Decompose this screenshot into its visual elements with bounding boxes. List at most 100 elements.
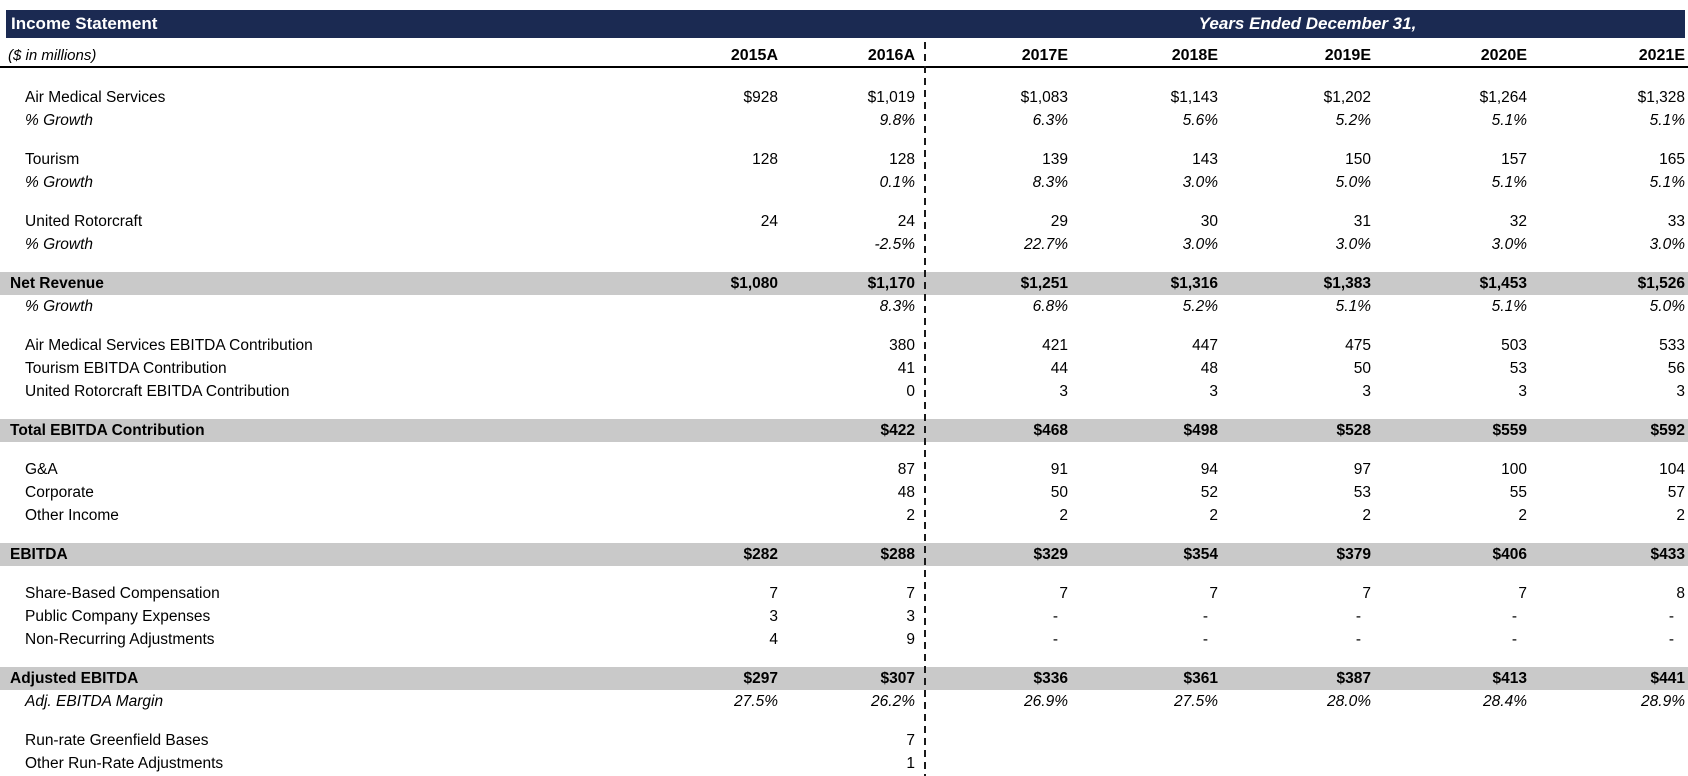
row-label: Other Income — [25, 507, 119, 524]
table-row: Other Income 2 2 2 2 2 2 — [0, 504, 1688, 527]
value-cell: 7 — [906, 732, 915, 749]
value-cell: $433 — [1650, 546, 1685, 563]
value-cell: $1,143 — [1170, 89, 1218, 106]
value-cell: 24 — [897, 213, 915, 230]
table-row: EBITDA $282 $288 $329 $354 $379 $406 $433 — [0, 543, 1688, 566]
table-row: % Growth 0.1% 8.3% 3.0% 5.0% 5.1% 5.1% — [0, 171, 1688, 194]
table-row: Corporate 48 50 52 53 55 57 — [0, 481, 1688, 504]
value-cell — [1375, 729, 1531, 752]
value-cell — [643, 334, 782, 357]
value-cell: 5.1% — [1491, 112, 1527, 129]
value-cell: 22.7% — [1024, 236, 1068, 253]
value-cell: 32 — [1509, 213, 1527, 230]
value-cell: 8.3% — [879, 298, 915, 315]
column-header-row: ($ in millions) 2015A 2016A 2017E 2018E … — [0, 44, 1688, 68]
table-row: Air Medical Services $928 $1,019 $1,083 $1,1… — [0, 86, 1688, 109]
value-cell: 104 — [1659, 461, 1685, 478]
period-title: Years Ended December 31, — [1198, 14, 1417, 33]
value-cell — [643, 357, 782, 380]
value-cell: 3 — [1362, 383, 1371, 400]
value-cell: 2 — [1059, 507, 1068, 524]
row-label: Air Medical Services — [25, 89, 166, 106]
table-row: % Growth 9.8% 6.3% 5.6% 5.2% 5.1% 5.1% — [0, 109, 1688, 132]
row-label: % Growth — [25, 112, 94, 129]
value-cell: $422 — [880, 422, 915, 439]
value-cell: 7 — [1518, 585, 1527, 602]
value-cell: 3.0% — [1649, 236, 1685, 253]
value-cell: 2 — [1676, 507, 1685, 524]
value-cell: 5.1% — [1491, 298, 1527, 315]
value-cell: 128 — [752, 151, 778, 168]
value-cell: 7 — [1209, 585, 1218, 602]
value-cell: - — [1668, 631, 1674, 648]
row-label: Corporate — [25, 484, 94, 501]
value-cell: 380 — [889, 337, 915, 354]
value-cell: 7 — [769, 585, 778, 602]
units-label: ($ in millions) — [8, 47, 97, 64]
value-cell: $288 — [880, 546, 915, 563]
row-label: % Growth — [25, 174, 94, 191]
value-cell — [643, 458, 782, 481]
value-cell: 5.1% — [1649, 174, 1685, 191]
value-cell: 3 — [1676, 383, 1685, 400]
value-cell: - — [1511, 631, 1517, 648]
value-cell: 26.9% — [1024, 693, 1068, 710]
value-cell: $528 — [1336, 422, 1371, 439]
value-cell: 48 — [897, 484, 915, 501]
value-cell: 44 — [1050, 360, 1068, 377]
row-label: G&A — [25, 461, 58, 478]
value-cell: $1,170 — [867, 275, 915, 292]
row-label: Total EBITDA Contribution — [10, 422, 205, 439]
row-label: Share-Based Compensation — [25, 585, 220, 602]
value-cell: 3 — [1518, 383, 1527, 400]
value-cell: $592 — [1650, 422, 1685, 439]
row-label: % Growth — [25, 298, 94, 315]
value-cell: 41 — [897, 360, 915, 377]
column-header-2021e: 2021E — [1638, 47, 1685, 64]
value-cell: 475 — [1345, 337, 1371, 354]
row-label: Tourism — [25, 151, 80, 168]
value-cell: 53 — [1353, 484, 1371, 501]
column-header-2020e: 2020E — [1480, 47, 1527, 64]
column-header-2015a: 2015A — [730, 47, 778, 64]
table-row: % Growth 8.3% 6.8% 5.2% 5.1% 5.1% 5.0% — [0, 295, 1688, 318]
value-cell: 0 — [906, 383, 915, 400]
row-label: United Rotorcraft EBITDA Contribution — [25, 383, 290, 400]
value-cell: $1,453 — [1479, 275, 1527, 292]
value-cell — [643, 109, 782, 132]
row-label: Net Revenue — [10, 275, 104, 292]
column-header-2018e: 2018E — [1171, 47, 1218, 64]
value-cell: 30 — [1200, 213, 1218, 230]
table-row: United Rotorcraft EBITDA Contribution 0 3 3… — [0, 380, 1688, 403]
value-cell: $1,328 — [1637, 89, 1685, 106]
value-cell — [1375, 752, 1531, 775]
value-cell: 139 — [1042, 151, 1068, 168]
value-cell: 6.3% — [1032, 112, 1068, 129]
value-cell: $1,383 — [1323, 275, 1371, 292]
value-cell — [643, 504, 782, 527]
value-cell: 0.1% — [879, 174, 915, 191]
value-cell: $1,080 — [730, 275, 778, 292]
value-cell: 5.0% — [1335, 174, 1371, 191]
row-label: Tourism EBITDA Contribution — [25, 360, 227, 377]
value-cell: - — [1052, 631, 1058, 648]
value-cell: $1,264 — [1479, 89, 1527, 106]
table-row: % Growth -2.5% 22.7% 3.0% 3.0% 3.0% 3.0% — [0, 233, 1688, 256]
value-cell: 7 — [1362, 585, 1371, 602]
value-cell — [643, 380, 782, 403]
value-cell: - — [1202, 631, 1208, 648]
table-row: Total EBITDA Contribution $422 $468 $498 $52… — [0, 419, 1688, 442]
row-label: Non-Recurring Adjustments — [25, 631, 215, 648]
value-cell: 8.3% — [1032, 174, 1068, 191]
value-cell: 143 — [1192, 151, 1218, 168]
value-cell: 3.0% — [1182, 236, 1218, 253]
value-cell: 50 — [1353, 360, 1371, 377]
value-cell: 53 — [1509, 360, 1527, 377]
value-cell: 3 — [1209, 383, 1218, 400]
value-cell: $468 — [1033, 422, 1068, 439]
value-cell: 31 — [1353, 213, 1371, 230]
value-cell: 91 — [1050, 461, 1068, 478]
value-cell: 52 — [1200, 484, 1218, 501]
value-cell: 55 — [1509, 484, 1527, 501]
value-cell: $1,526 — [1637, 275, 1685, 292]
